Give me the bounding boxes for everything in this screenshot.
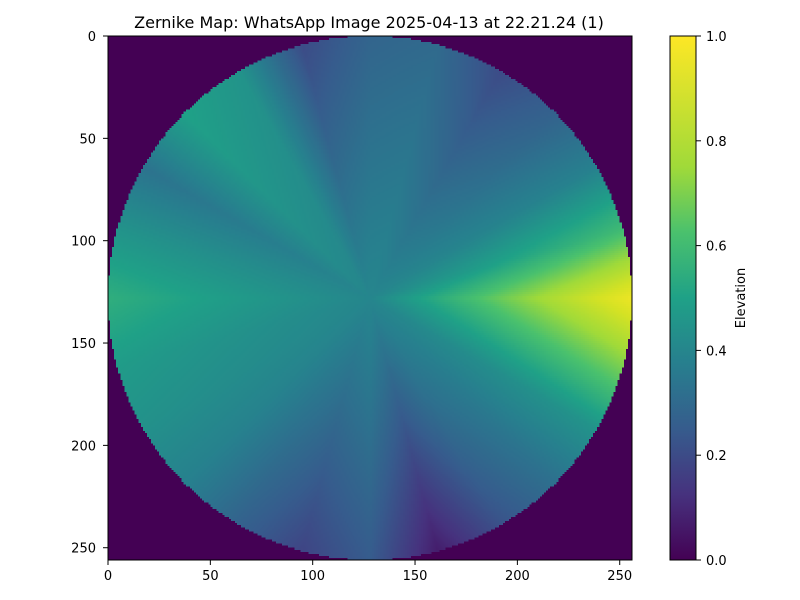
x-tick-label: 100 [300,569,325,584]
y-tick-label: 50 [79,132,96,147]
colorbar-tick-label: 0.6 [706,240,727,255]
heatmap-image [108,36,632,560]
plot-frame [107,35,633,561]
y-tick-label: 150 [71,337,96,352]
colorbar-tick-label: 1.0 [706,30,727,45]
x-tick-label: 150 [403,569,428,584]
colorbar-label: Elevation [734,268,749,328]
y-tick-label: 250 [71,542,96,557]
colorbar-tick-label: 0.4 [706,344,727,359]
x-tick-label: 200 [505,569,530,584]
x-tick-label: 0 [104,569,112,584]
colorbar-tick-label: 0.0 [706,554,727,569]
y-tick-label: 100 [71,235,96,250]
x-tick-label: 250 [607,569,632,584]
chart-title: Zernike Map: WhatsApp Image 2025-04-13 a… [134,13,604,32]
colorbar-tick-label: 0.2 [706,449,727,464]
y-tick-label: 0 [88,30,96,45]
x-tick-label: 50 [202,569,219,584]
colorbar [669,35,697,561]
x-axis: 0 50 100 150 200 250 [104,560,632,584]
colorbar-axis: 0.0 0.2 0.4 0.6 0.8 1.0 [696,30,727,569]
y-axis: 0 50 100 150 200 250 [71,30,108,557]
colorbar-tick-label: 0.8 [706,135,727,150]
y-tick-label: 200 [71,439,96,454]
